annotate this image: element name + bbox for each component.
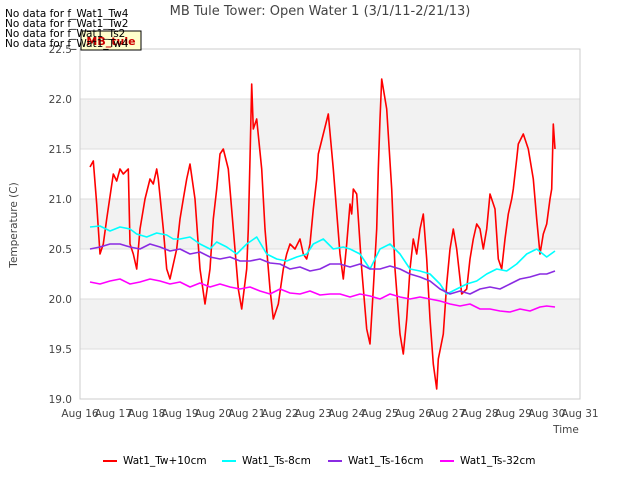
legend-item-ts16: Wat1_Ts-16cm — [328, 453, 424, 469]
x-tick-label: Aug 22 — [261, 408, 298, 420]
y-tick-label: 20.0 — [49, 294, 72, 306]
y-axis-ticks: 19.0 19.5 20.0 20.5 21.0 21.5 22.0 22.5 — [49, 44, 72, 406]
y-tick-label: 19.0 — [49, 394, 72, 406]
series-line-wat1-tw-10cm — [89, 78, 556, 390]
y-tick-label: 19.5 — [49, 344, 72, 356]
legend-label-ts32: Wat1_Ts-32cm — [460, 455, 536, 467]
x-tick-label: Aug 25 — [361, 408, 398, 420]
legend-label-ts16: Wat1_Ts-16cm — [348, 455, 424, 467]
mb-tule-badge: MB_tule — [80, 30, 142, 51]
y-tick-label: 22.5 — [49, 44, 72, 56]
legend-swatch-ts8 — [222, 460, 236, 462]
no-data-message-1: No data for f_Wat1_Tw4 — [5, 8, 129, 20]
plot-frame — [79, 48, 581, 400]
legend: Wat1_Tw+10cm Wat1_Ts-8cm Wat1_Ts-16cm Wa… — [0, 453, 640, 469]
mb-tule-badge-text: MB_tule — [86, 35, 135, 48]
series-line-wat1-ts-32cm — [89, 278, 556, 313]
background-band — [80, 299, 580, 349]
x-tick-label: Aug 20 — [195, 408, 232, 420]
no-data-message-3: No data for f_Wat1_Ts2 — [5, 28, 126, 40]
series-lines — [89, 78, 556, 390]
legend-swatch-ts32 — [440, 460, 454, 462]
x-axis-label: Time — [552, 424, 579, 436]
no-data-message-2: No data for f_Wat1_Tw2 — [5, 18, 129, 30]
y-tick-label: 21.5 — [49, 144, 72, 156]
x-tick-label: Aug 24 — [328, 408, 366, 420]
legend-swatch-ts16 — [328, 460, 342, 462]
y-tick-label: 21.0 — [49, 194, 72, 206]
y-axis-label: Temperature (C) — [8, 182, 20, 268]
legend-item-tw10: Wat1_Tw+10cm — [103, 453, 207, 469]
x-tick-label: Aug 26 — [395, 408, 433, 420]
series-line-wat1-ts-16cm — [89, 243, 556, 295]
legend-item-ts32: Wat1_Ts-32cm — [440, 453, 536, 469]
legend-item-ts8: Wat1_Ts-8cm — [222, 453, 311, 469]
x-tick-label: Aug 30 — [528, 408, 565, 420]
x-tick-label: Aug 28 — [461, 408, 498, 420]
x-tick-label: Aug 16 — [61, 408, 99, 420]
x-tick-label: Aug 18 — [128, 408, 165, 420]
x-tick-label: Aug 31 — [561, 408, 598, 420]
y-tick-label: 22.0 — [49, 94, 72, 106]
x-tick-label: Aug 17 — [95, 408, 132, 420]
x-tick-label: Aug 19 — [161, 408, 198, 420]
legend-label-ts8: Wat1_Ts-8cm — [242, 455, 311, 467]
legend-label-tw10: Wat1_Tw+10cm — [123, 455, 207, 467]
no-data-message-4: No data for f_Wat1_Tw4 — [5, 38, 129, 50]
chart-title: MB Tule Tower: Open Water 1 (3/1/11-2/21… — [170, 4, 471, 19]
legend-swatch-tw10 — [103, 460, 117, 462]
x-tick-label: Aug 27 — [428, 408, 465, 420]
x-tick-label: Aug 29 — [495, 408, 532, 420]
y-tick-label: 20.5 — [49, 244, 72, 256]
series-line-wat1-ts-8cm — [89, 225, 556, 295]
x-tick-label: Aug 21 — [228, 408, 265, 420]
x-tick-label: Aug 23 — [295, 408, 332, 420]
